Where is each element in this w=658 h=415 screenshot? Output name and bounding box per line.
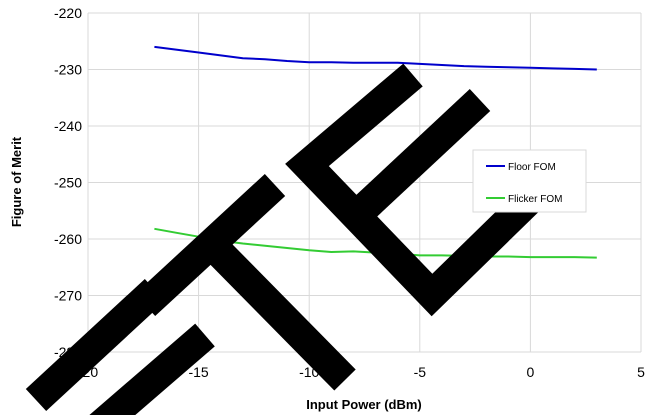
watermark-stroke <box>285 63 566 317</box>
x-tick-label: 0 <box>527 364 535 380</box>
x-tick-label: 5 <box>637 364 645 380</box>
y-tick-label: -230 <box>54 62 82 78</box>
y-axis-title: Figure of Merit <box>9 136 24 227</box>
legend-box <box>472 149 587 213</box>
series-line-floor-fom <box>154 45 597 71</box>
y-tick-label: -260 <box>54 231 82 247</box>
legend: Floor FOM Flicker FOM <box>472 149 587 213</box>
y-tick-label: -270 <box>54 288 82 304</box>
y-tick-label: -240 <box>54 118 82 134</box>
legend-label-floor-fom: Floor FOM <box>508 162 556 173</box>
y-tick-label: -250 <box>54 175 82 191</box>
watermark <box>25 63 566 415</box>
legend-label-flicker-fom: Flicker FOM <box>508 194 562 205</box>
watermark-stroke <box>25 278 166 412</box>
y-tick-label: -220 <box>54 5 82 21</box>
watermark-stroke <box>89 323 215 415</box>
x-tick-label: -15 <box>188 364 208 380</box>
watermark-stroke <box>349 89 491 223</box>
watermark-stroke <box>134 173 286 317</box>
watermark-stroke <box>201 234 356 391</box>
x-axis-title: Input Power (dBm) <box>306 397 422 412</box>
x-tick-label: -5 <box>414 364 427 380</box>
y-tick-labels: -220-230-240-250-260-270-280 <box>54 5 82 360</box>
